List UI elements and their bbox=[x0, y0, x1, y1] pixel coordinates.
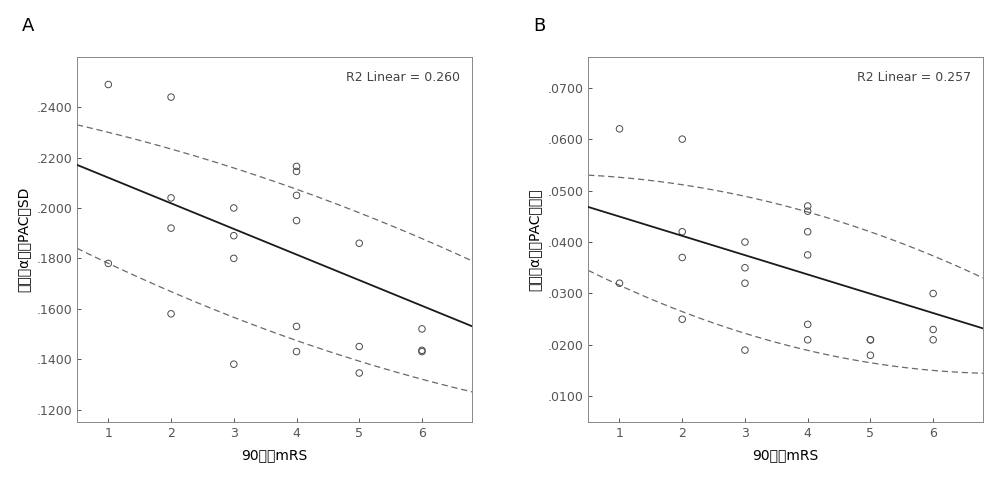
Text: A: A bbox=[22, 17, 34, 35]
Point bbox=[925, 290, 941, 297]
Point bbox=[163, 93, 179, 101]
X-axis label: 90天时mRS: 90天时mRS bbox=[241, 448, 308, 462]
Point bbox=[289, 322, 305, 330]
Point bbox=[226, 232, 242, 240]
Point bbox=[925, 336, 941, 343]
Point bbox=[100, 260, 116, 267]
Point bbox=[674, 254, 690, 262]
Point bbox=[611, 279, 627, 287]
Point bbox=[351, 342, 367, 350]
Y-axis label: 病变侧α频带PAC的方差: 病变侧α频带PAC的方差 bbox=[528, 188, 542, 291]
Point bbox=[289, 162, 305, 170]
Point bbox=[289, 168, 305, 175]
Point bbox=[414, 346, 430, 354]
Point bbox=[226, 204, 242, 212]
Point bbox=[862, 336, 878, 343]
Point bbox=[800, 228, 816, 236]
Point bbox=[800, 207, 816, 215]
Point bbox=[289, 217, 305, 224]
Point bbox=[800, 202, 816, 210]
Point bbox=[737, 279, 753, 287]
Point bbox=[737, 238, 753, 246]
Point bbox=[737, 346, 753, 354]
Point bbox=[351, 240, 367, 247]
Point bbox=[289, 348, 305, 355]
Text: R2 Linear = 0.260: R2 Linear = 0.260 bbox=[346, 71, 460, 84]
Point bbox=[862, 352, 878, 359]
Point bbox=[800, 320, 816, 328]
Y-axis label: 病变侧α频带PAC的SD: 病变侧α频带PAC的SD bbox=[17, 187, 31, 292]
Point bbox=[226, 360, 242, 368]
Point bbox=[862, 336, 878, 343]
Text: B: B bbox=[533, 17, 545, 35]
Point bbox=[674, 135, 690, 143]
Point bbox=[351, 369, 367, 377]
Point bbox=[414, 348, 430, 355]
X-axis label: 90天时mRS: 90天时mRS bbox=[753, 448, 819, 462]
Point bbox=[163, 194, 179, 202]
Point bbox=[925, 326, 941, 333]
Point bbox=[611, 125, 627, 133]
Point bbox=[800, 251, 816, 259]
Point bbox=[163, 224, 179, 232]
Point bbox=[163, 310, 179, 318]
Point bbox=[414, 325, 430, 333]
Point bbox=[674, 228, 690, 236]
Text: R2 Linear = 0.257: R2 Linear = 0.257 bbox=[857, 71, 971, 84]
Point bbox=[674, 315, 690, 323]
Point bbox=[800, 336, 816, 343]
Point bbox=[226, 254, 242, 262]
Point bbox=[289, 192, 305, 199]
Point bbox=[100, 80, 116, 88]
Point bbox=[737, 264, 753, 272]
